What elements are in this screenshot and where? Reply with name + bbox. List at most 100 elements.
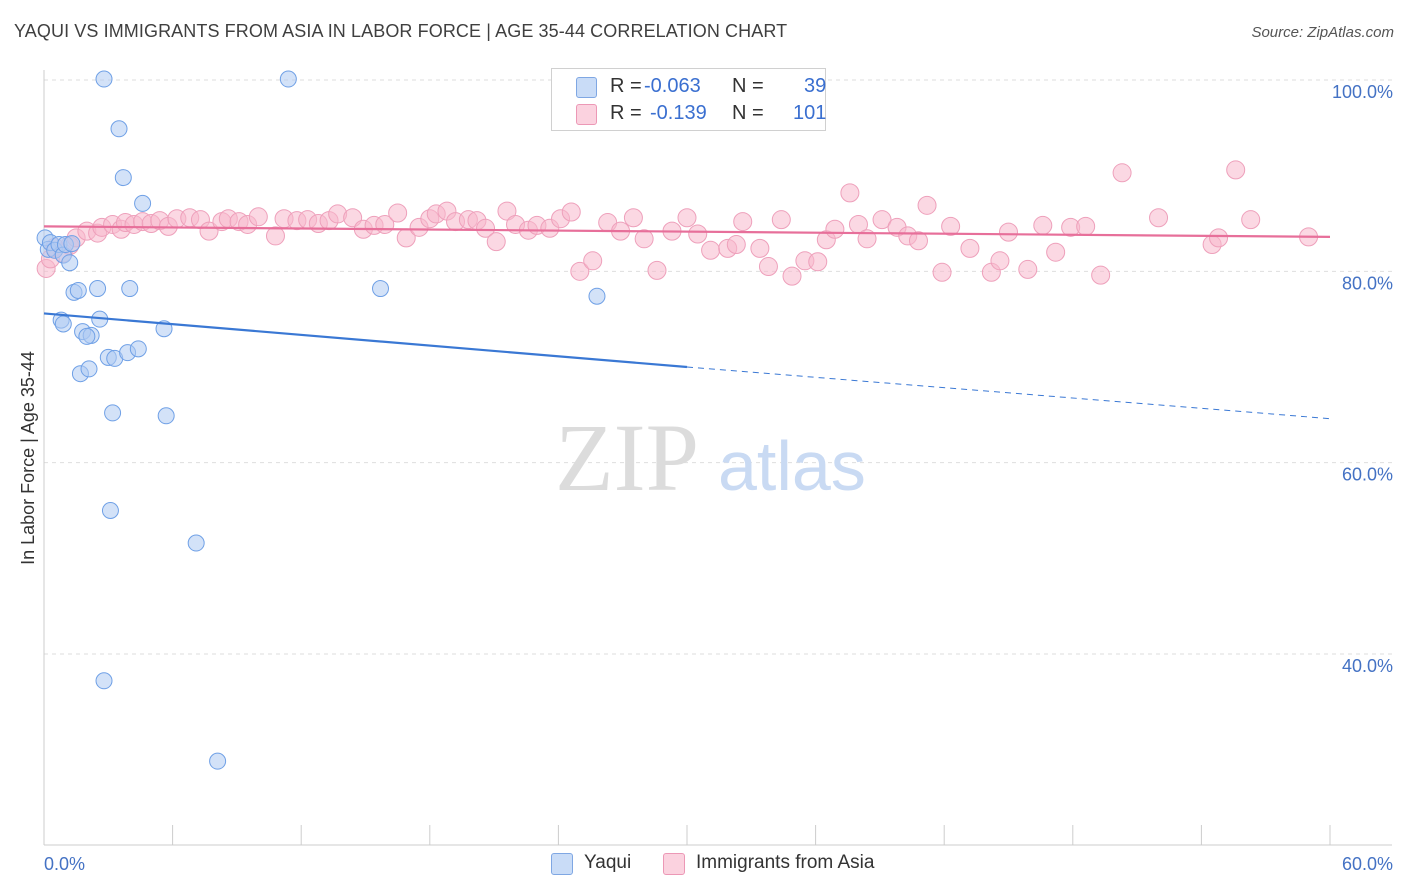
asia-point [990,251,1010,271]
asia-point [265,226,285,246]
asia-point [583,251,603,271]
asia-point [388,203,408,223]
correlation-legend: R = -0.063 N = 39 R = -0.139 N = 101 [551,68,826,131]
asia-point [1209,228,1229,248]
y-tick-labels: 40.0% 60.0% 80.0% 100.0% [1332,82,1393,676]
legend-r-label: R = [610,75,642,97]
asia-point [476,218,496,238]
asia-point [750,238,770,258]
asia-point [1076,216,1096,236]
asia-point [917,195,937,215]
asia-trend-line [43,225,1331,238]
yaqui-point [80,360,98,378]
asia-point [932,262,952,282]
watermark-zip: ZIP [555,404,699,511]
x-tick-label: 0.0% [44,854,85,874]
asia-point [782,266,802,286]
asia-point [1018,259,1038,279]
asia-point [825,219,845,239]
source-label: Source: ZipAtlas.com [1251,24,1394,41]
bottom-legend-label: Yaqui [584,852,632,873]
yaqui-point [61,254,79,272]
asia-point [1091,265,1111,285]
asia-point [999,222,1018,242]
asia-point [1241,210,1261,230]
data-points [36,70,1319,770]
asia-point [1046,242,1066,262]
yaqui-trend-line [43,312,688,369]
chart-title: YAQUI VS IMMIGRANTS FROM ASIA IN LABOR F… [14,21,788,41]
asia-point [248,207,268,227]
asia-point [677,208,697,228]
asia-point [1149,208,1169,228]
asia-point [758,257,778,277]
yaqui-point [110,120,128,138]
y-axis-label: In Labor Force | Age 35-44 [18,351,38,565]
asia-point [857,229,877,249]
bottom-legend-swatch-asia [663,853,685,875]
trend-lines [43,225,1331,420]
yaqui-point [78,327,96,345]
asia-point [1112,163,1132,183]
yaqui-point [209,752,227,770]
legend-n-label: N = [732,102,764,124]
legend-swatch-yaqui [576,77,597,98]
yaqui-point [157,407,175,425]
x-tick-labels: 0.0% 60.0% [44,854,1393,874]
legend-n-value: 39 [804,75,827,97]
yaqui-point [101,502,119,519]
asia-point [561,202,581,222]
asia-point [1033,215,1053,235]
yaqui-point [129,340,147,358]
asia-point [623,208,643,228]
gridlines [44,79,1392,655]
y-tick-label: 40.0% [1342,656,1393,676]
yaqui-point [134,194,152,212]
asia-point [960,238,980,258]
y-tick-label: 80.0% [1342,273,1393,293]
yaqui-point [279,70,297,88]
yaqui-point [187,534,205,552]
legend-swatch-asia [576,104,597,125]
yaqui-point [104,404,122,422]
legend-n-label: N = [732,75,764,97]
asia-point [688,224,708,244]
y-tick-label: 60.0% [1342,465,1393,485]
legend-r-value: -0.063 [644,75,701,97]
yaqui-point [121,280,139,298]
asia-point [941,216,961,236]
bottom-legend-label: Immigrants from Asia [696,852,875,873]
axes [43,70,1392,846]
asia-point [634,229,654,249]
yaqui-point [89,280,107,298]
asia-point [771,210,791,230]
legend-r-label: R = [610,102,642,124]
yaqui-point [372,280,390,298]
asia-point [726,235,746,255]
asia-point [497,201,517,221]
legend-r-value: -0.139 [650,102,707,124]
yaqui-point [54,315,72,333]
asia-point [570,261,590,281]
asia-point [1226,160,1246,180]
legend-n-value: 101 [793,102,827,124]
asia-point [486,232,506,252]
asia-point [908,231,928,251]
yaqui-point [95,672,113,690]
asia-point [840,183,860,203]
asia-point [647,260,667,280]
asia-point [733,212,753,232]
asia-point [808,252,828,272]
x-tick-label: 60.0% [1342,854,1393,874]
yaqui-point [95,70,113,88]
watermark-atlas: atlas [718,427,866,505]
asia-point [872,210,892,230]
yaqui-point [588,287,606,305]
bottom-legend-swatch-yaqui [551,853,573,875]
yaqui-point [69,281,87,299]
asia-point [701,240,721,260]
yaqui-trend-extension [686,366,1331,420]
y-tick-label: 100.0% [1332,82,1393,102]
yaqui-point [114,169,132,187]
